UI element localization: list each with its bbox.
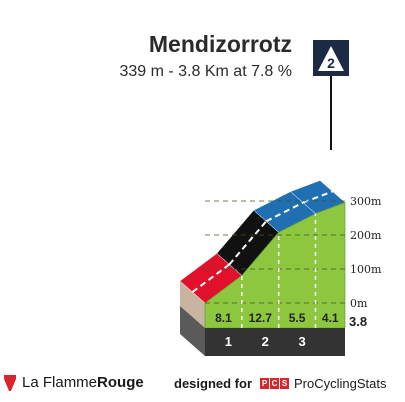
- brand-prefix: La Flamme: [22, 374, 98, 391]
- km-strip-side: [180, 306, 205, 356]
- segment-gradient-label: 5.5: [289, 311, 306, 325]
- profile-front-face: [204, 201, 346, 329]
- laflammerouge-logo: La Flamme Rouge: [4, 374, 144, 391]
- flame-flag-icon: [4, 374, 16, 391]
- y-tick-label: 100m: [350, 263, 382, 276]
- y-tick-label: 200m: [350, 229, 382, 242]
- badge-number: 2: [327, 55, 335, 71]
- category-badge: 2: [313, 40, 349, 150]
- designed-for-label: designed for: [174, 376, 253, 391]
- profile-side-wall: [180, 281, 205, 328]
- pcs-badge-letter: P: [260, 378, 270, 389]
- brand-suffix: Rouge: [97, 374, 144, 391]
- segment-gradient-label: 4.1: [322, 311, 339, 325]
- segment-gradient-label: 8.1: [215, 311, 232, 325]
- y-tick-label: 0m: [350, 297, 368, 310]
- km-marker-label: 1: [225, 334, 232, 349]
- profile-centre-line: [191, 263, 230, 293]
- pcs-badge-letter: S: [280, 378, 290, 389]
- pcs-badge-icon: P C S: [260, 378, 290, 389]
- mountain-icon: [318, 46, 344, 71]
- designed-for-credit: designed for P C S ProCyclingStats: [174, 376, 387, 391]
- pcs-name: ProCyclingStats: [294, 376, 387, 391]
- pcs-badge-letter: C: [270, 378, 280, 389]
- elevation-profile-chart: 0m 100m 200m 300m 8.1 12.7 5.5 4.1 1 2 3 3.8 2: [179, 40, 382, 356]
- climb-title: Mendizorrotz: [148, 31, 292, 57]
- climb-stats: 339 m - 3.8 Km at 7.8 %: [119, 63, 292, 80]
- segment-gradient-label: 12.7: [249, 311, 273, 325]
- profile-layer: 0m 100m 200m 300m 8.1 12.7 5.5 4.1 1 2 3 3.8: [179, 180, 382, 356]
- km-marker-label: 3: [298, 334, 305, 349]
- y-tick-label: 300m: [350, 195, 382, 208]
- total-distance-label: 3.8: [349, 314, 367, 329]
- km-strip: [205, 328, 345, 356]
- km-marker-label: 2: [262, 334, 269, 349]
- profile-centre-line: [265, 201, 304, 223]
